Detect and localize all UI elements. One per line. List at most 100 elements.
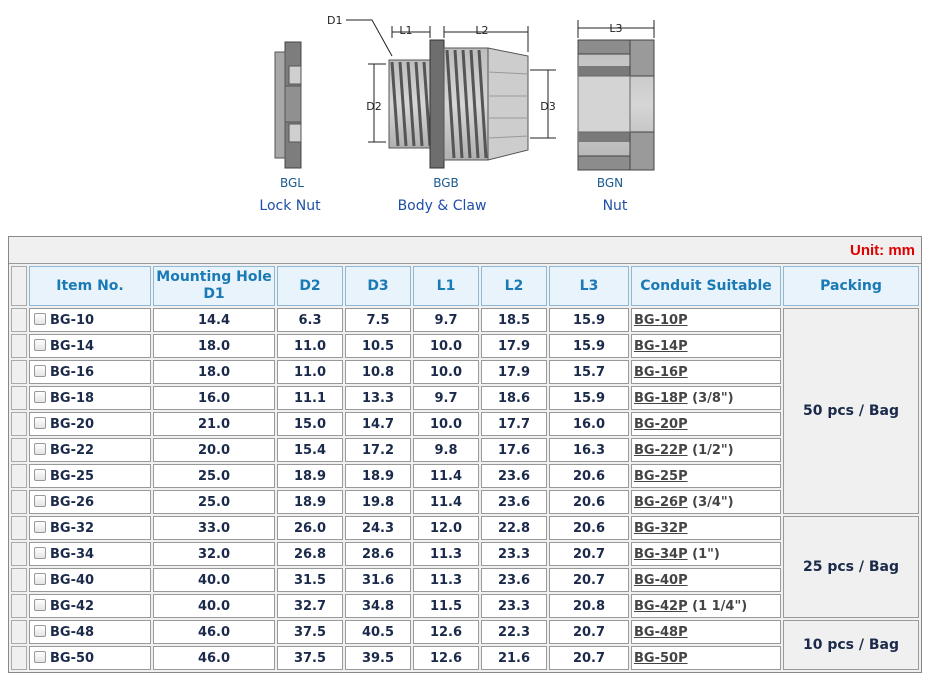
cell-d1: 21.0 — [153, 412, 275, 436]
row-checkbox[interactable] — [34, 442, 46, 455]
cell-l1: 9.7 — [413, 308, 479, 332]
conduit-cell: BG-34P (1") — [631, 542, 781, 566]
header-l1: L1 — [413, 266, 479, 306]
conduit-cell: BG-14P — [631, 334, 781, 358]
conduit-link[interactable]: BG-20P — [634, 416, 688, 432]
item-no: BG-50 — [50, 650, 95, 666]
cell-d2: 37.5 — [277, 620, 343, 644]
item-cell: BG-26 — [29, 490, 151, 514]
conduit-cell: BG-18P (3/8") — [631, 386, 781, 410]
conduit-cell: BG-48P — [631, 620, 781, 644]
header-spacer — [11, 266, 27, 306]
nut-drawing: L3 — [577, 20, 655, 171]
conduit-link[interactable]: BG-18P — [634, 390, 688, 406]
cell-l3: 15.9 — [549, 334, 629, 358]
cell-d2: 15.4 — [277, 438, 343, 462]
cell-d2: 26.0 — [277, 516, 343, 540]
item-cell: BG-34 — [29, 542, 151, 566]
conduit-link[interactable]: BG-10P — [634, 312, 688, 328]
row-spacer — [11, 620, 27, 644]
cell-d2: 11.0 — [277, 360, 343, 384]
row-spacer — [11, 334, 27, 358]
row-spacer — [11, 516, 27, 540]
item-cell: BG-42 — [29, 594, 151, 618]
item-cell: BG-16 — [29, 360, 151, 384]
conduit-link[interactable]: BG-26P — [634, 494, 688, 510]
conduit-cell: BG-40P — [631, 568, 781, 592]
header-packing: Packing — [783, 266, 919, 306]
conduit-link[interactable]: BG-25P — [634, 468, 688, 484]
cell-d1: 46.0 — [153, 620, 275, 644]
row-checkbox[interactable] — [34, 650, 46, 663]
item-cell: BG-48 — [29, 620, 151, 644]
dim-label-l2: L2 — [475, 24, 488, 37]
header-d3: D3 — [345, 266, 411, 306]
row-checkbox[interactable] — [34, 546, 46, 559]
cell-l1: 9.7 — [413, 386, 479, 410]
item-cell: BG-14 — [29, 334, 151, 358]
row-checkbox[interactable] — [34, 572, 46, 585]
cell-l2: 17.9 — [481, 360, 547, 384]
cell-l1: 10.0 — [413, 360, 479, 384]
conduit-link[interactable]: BG-40P — [634, 572, 688, 588]
cell-d1: 46.0 — [153, 646, 275, 670]
header-item-no: Item No. — [29, 266, 151, 306]
cell-d1: 25.0 — [153, 464, 275, 488]
row-checkbox[interactable] — [34, 364, 46, 377]
row-checkbox[interactable] — [34, 624, 46, 637]
row-checkbox[interactable] — [34, 494, 46, 507]
cell-l3: 16.3 — [549, 438, 629, 462]
cell-l1: 12.6 — [413, 620, 479, 644]
item-cell: BG-50 — [29, 646, 151, 670]
cell-l1: 12.6 — [413, 646, 479, 670]
part-code-bgn: BGN — [597, 176, 623, 190]
cell-l2: 22.3 — [481, 620, 547, 644]
cell-d2: 18.9 — [277, 464, 343, 488]
item-cell: BG-18 — [29, 386, 151, 410]
cell-l3: 20.6 — [549, 490, 629, 514]
cell-l2: 17.9 — [481, 334, 547, 358]
cell-d3: 14.7 — [345, 412, 411, 436]
header-d2: D2 — [277, 266, 343, 306]
row-checkbox[interactable] — [34, 312, 46, 325]
conduit-cell: BG-22P (1/2") — [631, 438, 781, 462]
conduit-link[interactable]: BG-22P — [634, 442, 688, 458]
conduit-link[interactable]: BG-50P — [634, 650, 688, 666]
spec-table-body: BG-10 14.4 6.3 7.5 9.7 18.5 15.9 BG-10P 50 pcs /… — [11, 308, 919, 670]
cell-d1: 18.0 — [153, 360, 275, 384]
row-checkbox[interactable] — [34, 468, 46, 481]
cell-l3: 20.7 — [549, 542, 629, 566]
part-name-lock-nut: Lock Nut — [259, 198, 321, 214]
cell-l1: 10.0 — [413, 412, 479, 436]
row-checkbox[interactable] — [34, 338, 46, 351]
table-row: BG-48 46.0 37.5 40.5 12.6 22.3 20.7 BG-48P 10 pc… — [11, 620, 919, 670]
cell-d2: 18.9 — [277, 490, 343, 514]
cell-d1: 20.0 — [153, 438, 275, 462]
cell-d2: 15.0 — [277, 412, 343, 436]
conduit-link[interactable]: BG-32P — [634, 520, 688, 536]
part-name-nut: Nut — [603, 198, 628, 214]
row-spacer — [11, 542, 27, 566]
row-spacer — [11, 308, 27, 332]
conduit-link[interactable]: BG-48P — [634, 624, 688, 640]
row-checkbox[interactable] — [34, 390, 46, 403]
row-checkbox[interactable] — [34, 598, 46, 611]
conduit-link[interactable]: BG-42P — [634, 598, 688, 614]
cell-d1: 25.0 — [153, 490, 275, 514]
item-cell: BG-22 — [29, 438, 151, 462]
conduit-link[interactable]: BG-16P — [634, 364, 688, 380]
conduit-cell: BG-25P — [631, 464, 781, 488]
row-checkbox[interactable] — [34, 416, 46, 429]
conduit-link[interactable]: BG-14P — [634, 338, 688, 354]
row-checkbox[interactable] — [34, 520, 46, 533]
item-no: BG-34 — [50, 546, 95, 562]
packing-cell: 25 pcs / Bag — [783, 516, 919, 618]
cell-l2: 17.6 — [481, 438, 547, 462]
dim-label-d1: D1 — [327, 14, 342, 27]
cell-l2: 18.6 — [481, 386, 547, 410]
conduit-link[interactable]: BG-34P — [634, 546, 688, 562]
cell-d3: 10.5 — [345, 334, 411, 358]
item-cell: BG-32 — [29, 516, 151, 540]
cell-d2: 32.7 — [277, 594, 343, 618]
conduit-cell: BG-32P — [631, 516, 781, 540]
